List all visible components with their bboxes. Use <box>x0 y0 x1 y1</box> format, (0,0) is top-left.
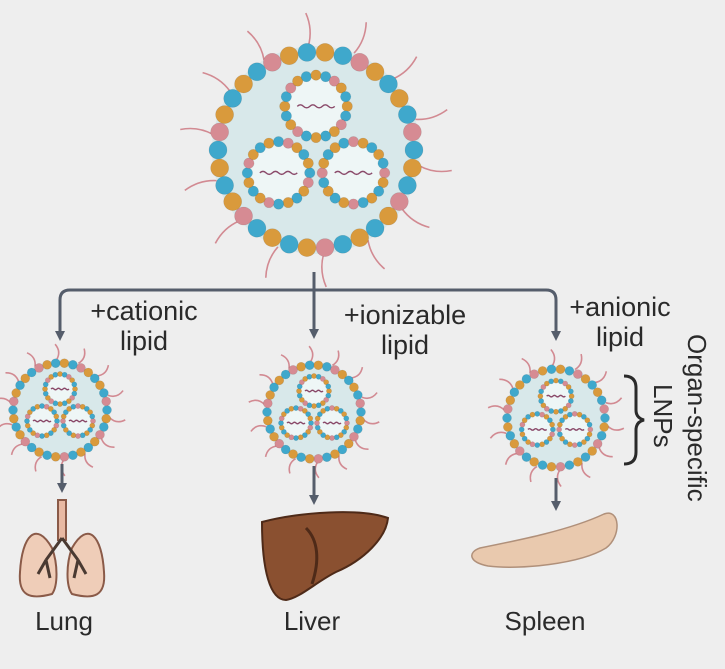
lnp-bracket <box>623 374 645 466</box>
liver-icon <box>260 511 390 602</box>
lipid-label-line2: lipid <box>119 326 169 356</box>
organ-specific-label: Organ-specific <box>682 334 712 502</box>
lipid-label-line2: lipid <box>380 330 430 360</box>
lung-icon <box>18 499 106 598</box>
lipid-label-line1: +ionizable <box>343 300 467 330</box>
liver-lnp-particle-icon <box>248 345 380 479</box>
lung-lnp-particle-icon <box>0 343 126 477</box>
spleen-icon <box>471 512 618 568</box>
spleen-lnp-particle-icon <box>487 349 625 487</box>
organ-label-liver: Liver <box>283 606 341 636</box>
lipid-label-line2: lipid <box>595 322 645 352</box>
organ-label-spleen: Spleen <box>504 606 586 636</box>
anionic-lipid-label: +anionic lipid <box>558 292 682 352</box>
organ-label-lung: Lung <box>35 606 93 636</box>
lipid-label-line1: +cationic <box>90 296 198 326</box>
cationic-lipid-label: +cationic lipid <box>74 296 214 356</box>
lnps-label: LNPs <box>648 384 678 448</box>
ionizable-lipid-label: +ionizable lipid <box>330 300 480 360</box>
branch-connector <box>55 272 561 341</box>
main-lnp-particle-icon <box>180 12 452 288</box>
lipid-label-line1: +anionic <box>569 292 671 322</box>
